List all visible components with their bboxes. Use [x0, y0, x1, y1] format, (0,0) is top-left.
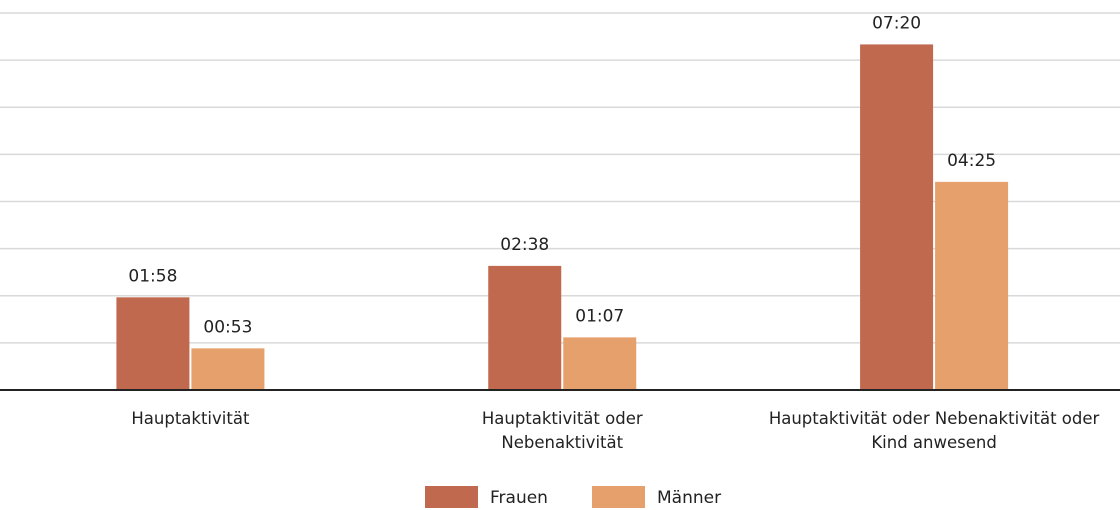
bar: [488, 265, 562, 390]
x-tick-label: Hauptaktivität oder Nebenaktivität oder …: [768, 409, 1100, 452]
data-label: 00:53: [203, 317, 252, 337]
legend-swatch: [592, 486, 645, 508]
legend-swatch: [425, 486, 478, 508]
data-label: 07:20: [872, 13, 921, 33]
legend-label: Männer: [657, 488, 721, 508]
data-label: 02:38: [500, 235, 549, 255]
data-label: 01:58: [128, 266, 177, 286]
bar: [116, 297, 190, 390]
data-label: 01:07: [575, 306, 624, 326]
legend-label: Frauen: [490, 488, 548, 508]
bar: [860, 44, 934, 391]
data-label: 04:25: [947, 151, 996, 171]
bar: [935, 181, 1009, 390]
bar: [563, 337, 637, 390]
x-tick-label: Hauptaktivität: [131, 409, 250, 428]
x-tick-label: Hauptaktivität oder Nebenaktivität: [481, 409, 643, 452]
bar: [191, 348, 265, 390]
